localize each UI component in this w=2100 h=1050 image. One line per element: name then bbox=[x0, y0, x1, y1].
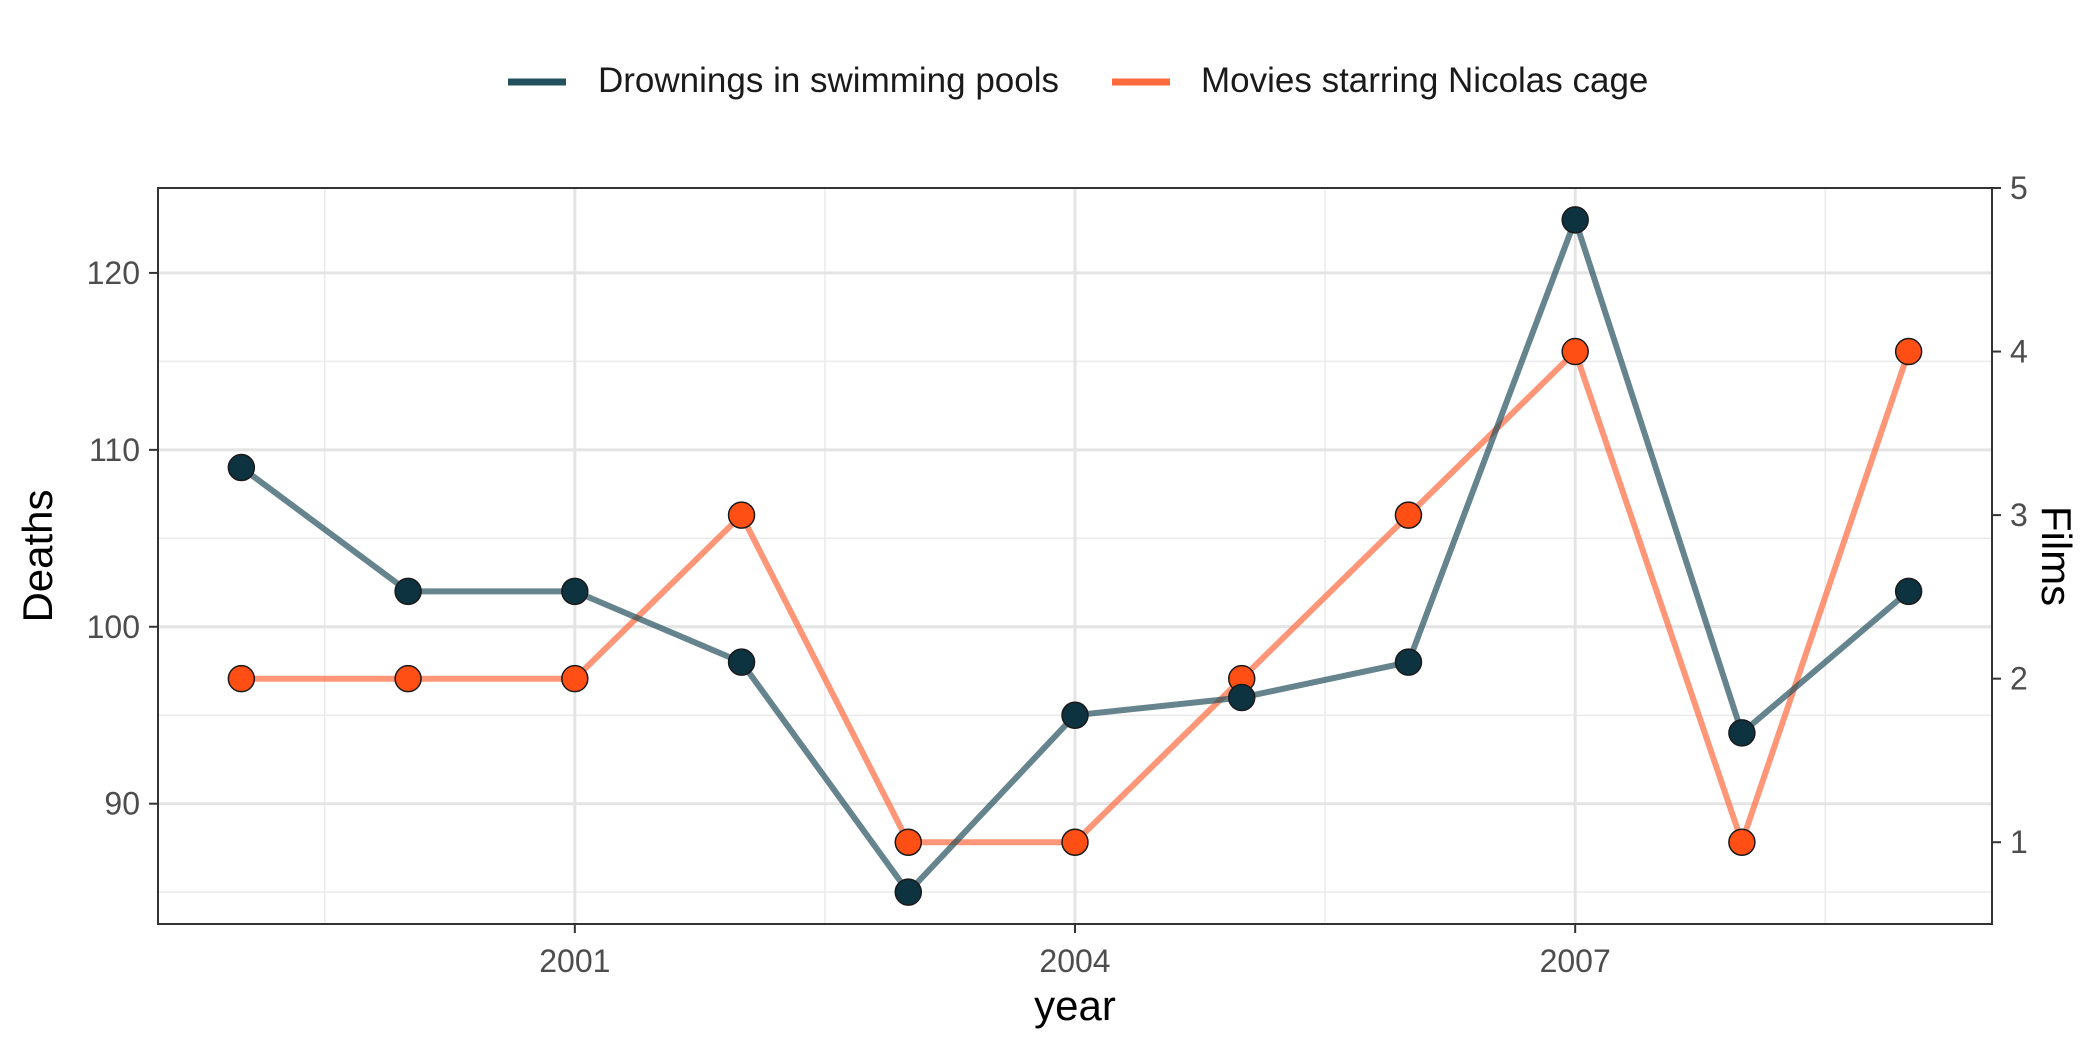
data-point-nicolas-cage bbox=[1561, 337, 1589, 366]
y-tick-label-left: 120 bbox=[87, 255, 140, 291]
data-point-drownings bbox=[561, 577, 589, 606]
data-point-drownings bbox=[394, 577, 422, 606]
legend: Drownings in swimming pools Movies starr… bbox=[508, 61, 1648, 100]
gridlines bbox=[158, 188, 1992, 924]
y-tick-label-left: 110 bbox=[89, 432, 140, 468]
data-point-drownings bbox=[1394, 648, 1423, 676]
y-tick-label-right: 1 bbox=[2010, 824, 2028, 860]
y-tick-label-left: 90 bbox=[104, 786, 140, 822]
y-axis-title-left: Deaths bbox=[14, 489, 61, 622]
y-tick-label-right: 3 bbox=[2010, 497, 2028, 533]
legend-label-drownings: Drownings in swimming pools bbox=[598, 61, 1059, 100]
y-tick-label-left: 100 bbox=[87, 609, 140, 645]
series-points bbox=[227, 206, 1923, 906]
y-tick-label-right: 5 bbox=[2010, 170, 2028, 206]
x-tick-label: 2007 bbox=[1540, 943, 1611, 979]
y-tick-label-right: 4 bbox=[2010, 334, 2028, 370]
data-point-nicolas-cage bbox=[894, 828, 923, 856]
y-axis-title-right: Films bbox=[2033, 506, 2080, 606]
data-point-nicolas-cage bbox=[1894, 337, 1923, 366]
data-point-drownings bbox=[1561, 206, 1589, 234]
data-point-drownings bbox=[894, 878, 923, 906]
data-point-nicolas-cage bbox=[561, 664, 589, 693]
data-point-nicolas-cage bbox=[1061, 828, 1089, 856]
plot-panel bbox=[157, 187, 1993, 925]
legend-label-nicolas-cage: Movies starring Nicolas cage bbox=[1201, 61, 1648, 100]
y-tick-label-right: 2 bbox=[2010, 661, 2028, 697]
x-tick-label: 2004 bbox=[1039, 943, 1110, 979]
data-point-nicolas-cage bbox=[394, 664, 422, 693]
data-point-nicolas-cage bbox=[1394, 501, 1423, 529]
data-point-drownings bbox=[227, 453, 256, 482]
data-point-drownings bbox=[1227, 683, 1256, 712]
data-point-drownings bbox=[1061, 701, 1089, 729]
data-point-nicolas-cage bbox=[227, 664, 256, 693]
data-point-drownings bbox=[727, 648, 756, 676]
data-point-drownings bbox=[1728, 719, 1756, 747]
x-axis-title: year bbox=[1034, 982, 1116, 1029]
data-point-nicolas-cage bbox=[727, 501, 756, 529]
data-point-nicolas-cage bbox=[1728, 828, 1756, 856]
x-tick-label: 2001 bbox=[539, 943, 610, 979]
data-point-drownings bbox=[1894, 577, 1923, 606]
axes: 2001 2004 2007 90 100 110 120 1 2 3 4 5 bbox=[87, 170, 2028, 979]
